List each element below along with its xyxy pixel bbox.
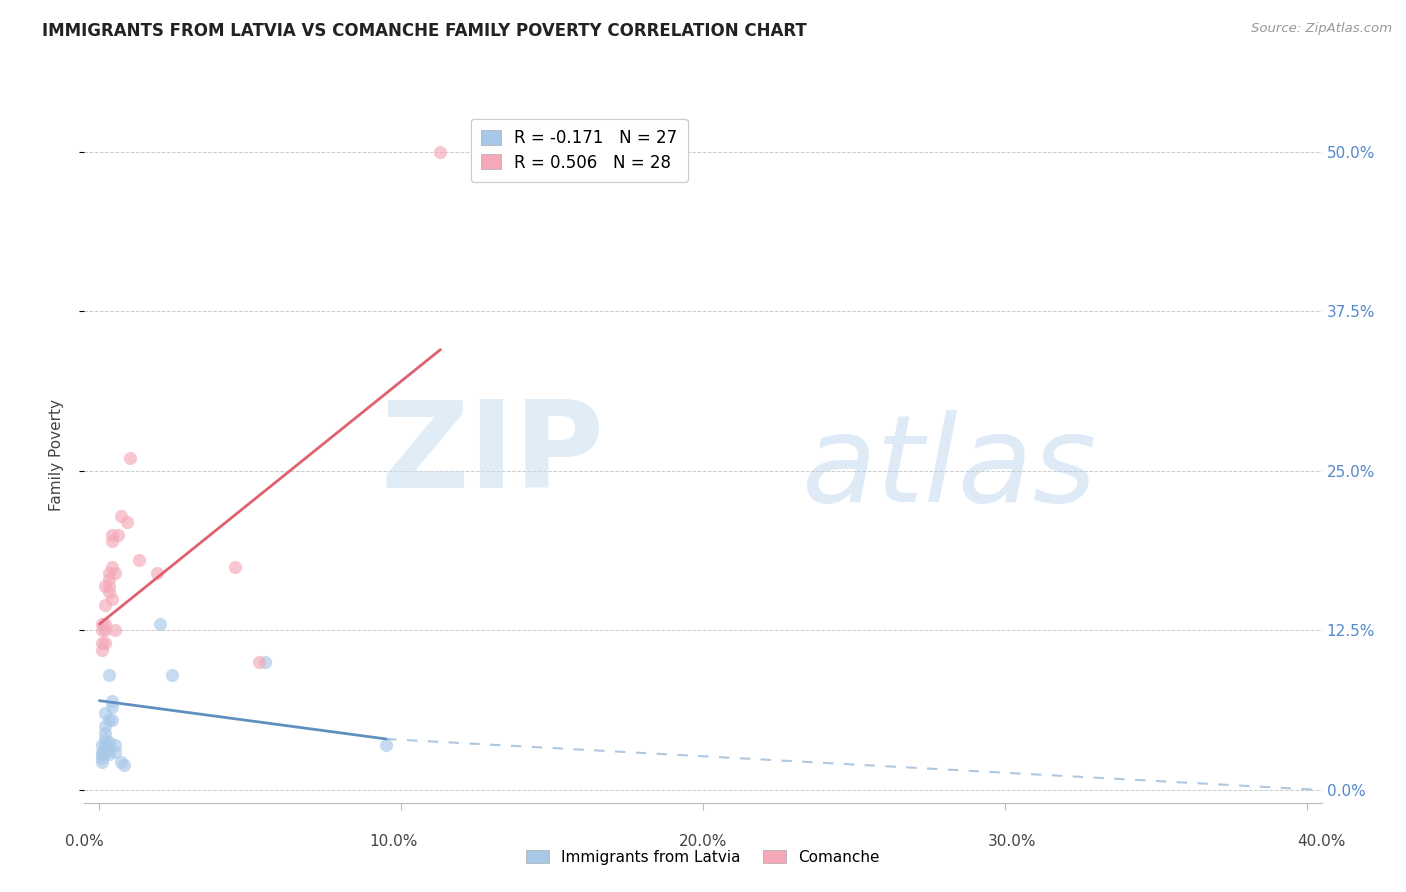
Point — [118, 451, 141, 466]
Point — [149, 617, 172, 632]
Point — [91, 755, 114, 769]
Point — [94, 719, 117, 733]
Legend: R = -0.171   N = 27, R = 0.506   N = 28: R = -0.171 N = 27, R = 0.506 N = 28 — [471, 119, 688, 181]
Point — [91, 636, 114, 650]
Point — [97, 585, 120, 599]
Point — [146, 566, 169, 580]
Point — [91, 624, 114, 638]
Point — [91, 747, 114, 762]
Point — [97, 668, 120, 682]
Point — [160, 668, 183, 682]
Point — [91, 617, 114, 632]
Point — [94, 624, 117, 638]
Point — [100, 700, 122, 714]
Point — [110, 755, 132, 769]
Text: 0.0%: 0.0% — [65, 834, 104, 849]
Text: IMMIGRANTS FROM LATVIA VS COMANCHE FAMILY POVERTY CORRELATION CHART: IMMIGRANTS FROM LATVIA VS COMANCHE FAMIL… — [42, 22, 807, 40]
Point — [100, 591, 122, 606]
Text: 40.0%: 40.0% — [1298, 834, 1346, 849]
Point — [112, 757, 135, 772]
Point — [91, 751, 114, 765]
Point — [94, 725, 117, 739]
Point — [94, 636, 117, 650]
Point — [94, 731, 117, 746]
Point — [97, 566, 120, 580]
Point — [94, 579, 117, 593]
Point — [91, 745, 114, 759]
Point — [91, 642, 114, 657]
Point — [103, 624, 125, 638]
Point — [107, 527, 129, 541]
Point — [100, 527, 122, 541]
Point — [94, 745, 117, 759]
Point — [375, 739, 398, 753]
Point — [100, 694, 122, 708]
Point — [94, 739, 117, 753]
Text: 20.0%: 20.0% — [679, 834, 727, 849]
Text: 30.0%: 30.0% — [988, 834, 1036, 849]
Point — [103, 745, 125, 759]
Point — [91, 739, 114, 753]
Point — [100, 713, 122, 727]
Text: Source: ZipAtlas.com: Source: ZipAtlas.com — [1251, 22, 1392, 36]
Point — [128, 553, 150, 567]
Point — [97, 740, 120, 755]
Point — [97, 747, 120, 762]
Point — [94, 706, 117, 721]
Point — [94, 617, 117, 632]
Point — [97, 734, 120, 748]
Point — [94, 598, 117, 612]
Point — [100, 559, 122, 574]
Point — [97, 579, 120, 593]
Point — [224, 559, 246, 574]
Text: 10.0%: 10.0% — [370, 834, 418, 849]
Text: atlas: atlas — [801, 410, 1097, 527]
Point — [254, 656, 277, 670]
Point — [110, 508, 132, 523]
Point — [115, 515, 138, 529]
Point — [429, 145, 451, 159]
Point — [247, 656, 270, 670]
Y-axis label: Family Poverty: Family Poverty — [49, 399, 63, 511]
Point — [97, 713, 120, 727]
Point — [103, 739, 125, 753]
Point — [103, 566, 125, 580]
Point — [100, 534, 122, 549]
Point — [97, 573, 120, 587]
Text: ZIP: ZIP — [380, 396, 605, 514]
Legend: Immigrants from Latvia, Comanche: Immigrants from Latvia, Comanche — [520, 844, 886, 871]
